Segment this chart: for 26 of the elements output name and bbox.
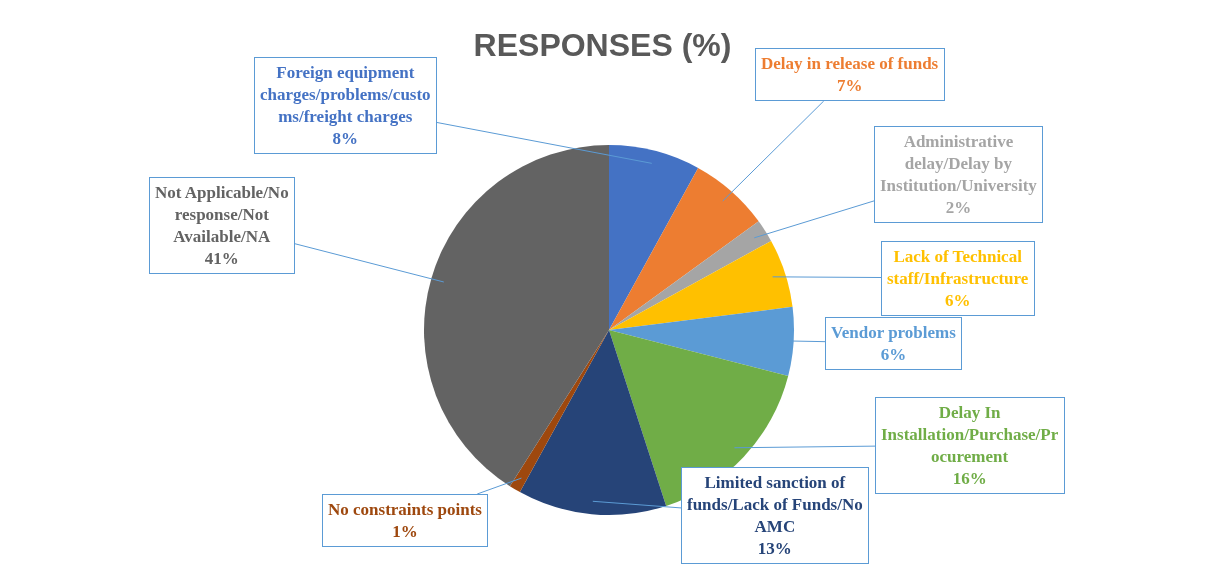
slice-label: Limited sanction of funds/Lack of Funds/No AMC	[687, 473, 863, 537]
pie-slice	[609, 221, 772, 330]
slice-label: No constraints points	[328, 500, 483, 519]
data-label: 8%	[332, 129, 359, 149]
slice-label: Lack of Technical staff/Infrastructure	[887, 247, 1029, 289]
chart-title: RESPONSES (%)	[473, 27, 732, 64]
pie-slice	[424, 145, 609, 487]
slice-label: Vendor problems	[831, 323, 957, 342]
data-label: 6%	[944, 291, 971, 311]
slice-label: Not Applicable/No response/Not Available/NA	[155, 183, 289, 247]
data-label: 1%	[392, 522, 418, 542]
data-label: 16%	[952, 469, 987, 489]
slice-label: Delay in release of funds	[761, 54, 939, 73]
pie-slice	[509, 330, 609, 493]
pie-slice	[609, 240, 793, 330]
slice-label: Administrative delay/Delay by Institution/University	[880, 132, 1038, 196]
pie-slice	[519, 330, 667, 515]
data-label: 7%	[836, 76, 863, 96]
slice-label: Foreign equipment charges/problems/customs/freight charges	[260, 63, 431, 127]
data-label: 41%	[204, 249, 239, 269]
slice-label: Delay In Installation/Purchase/Procurement	[881, 403, 1059, 467]
pie-slice	[609, 167, 759, 330]
data-label: 6%	[880, 345, 907, 365]
pie-slice	[609, 145, 699, 330]
data-label: 13%	[757, 539, 792, 559]
data-label: 2%	[945, 198, 972, 218]
